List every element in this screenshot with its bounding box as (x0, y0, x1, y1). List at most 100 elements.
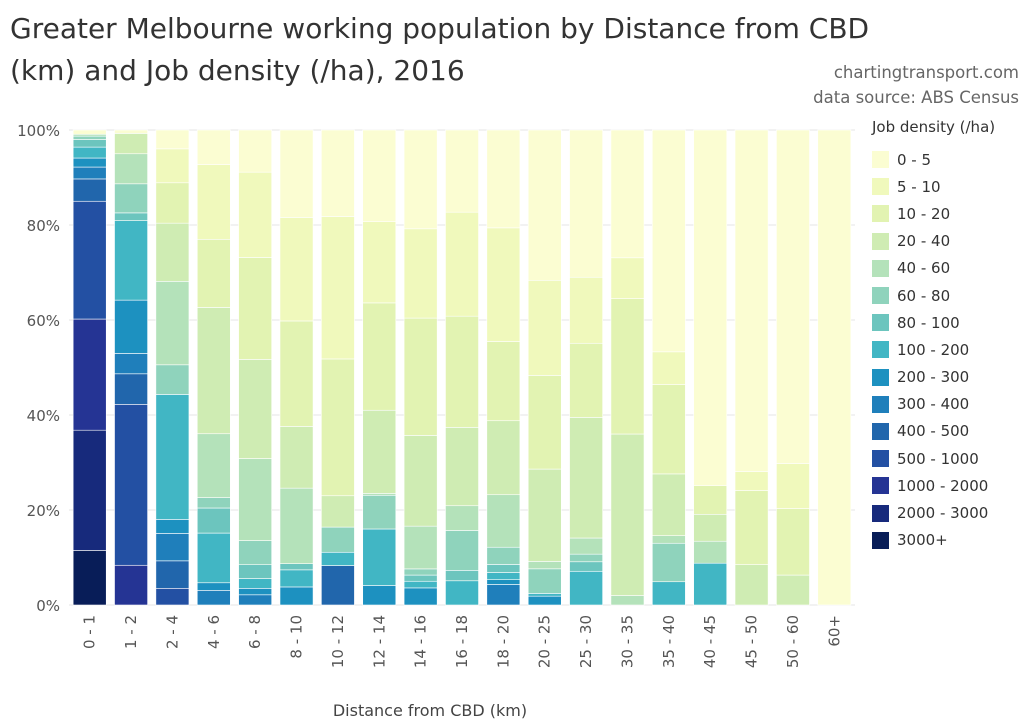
bar-segment[interactable] (279, 569, 314, 588)
bar-segment[interactable] (486, 584, 521, 606)
bar-segment[interactable] (445, 570, 479, 582)
bar-segment[interactable] (569, 561, 603, 572)
bar-segment[interactable] (445, 580, 479, 606)
bar-segment[interactable] (321, 495, 355, 528)
bar-segment[interactable] (569, 553, 603, 563)
bar-segment[interactable] (155, 182, 190, 224)
bar-segment[interactable] (155, 281, 190, 366)
bar-segment[interactable] (486, 341, 521, 422)
bar-segment[interactable] (72, 129, 107, 135)
bar-segment[interactable] (734, 490, 769, 565)
bar-segment[interactable] (776, 508, 810, 576)
bar-segment[interactable] (527, 593, 562, 597)
bar-segment[interactable] (610, 595, 645, 606)
bar-segment[interactable] (445, 530, 479, 571)
bar-segment[interactable] (238, 257, 273, 360)
bar-segment[interactable] (114, 133, 148, 155)
bar-segment[interactable] (486, 546, 521, 565)
bar-segment[interactable] (569, 537, 603, 555)
bar-segment[interactable] (196, 507, 231, 534)
bar-segment[interactable] (693, 540, 728, 564)
bar-segment[interactable] (196, 164, 231, 240)
bar-segment[interactable] (196, 497, 231, 509)
bar-segment[interactable] (196, 590, 231, 606)
legend-item[interactable]: 500 - 1000 (872, 445, 1022, 472)
bar-segment[interactable] (569, 342, 603, 418)
bar-segment[interactable] (238, 171, 273, 258)
bar-segment[interactable] (403, 435, 438, 527)
legend-item[interactable]: 20 - 40 (872, 228, 1022, 255)
bar-segment[interactable] (114, 299, 148, 354)
bar-segment[interactable] (72, 166, 107, 180)
bar-segment[interactable] (527, 129, 562, 281)
bar-segment[interactable] (651, 542, 686, 583)
bar-segment[interactable] (196, 129, 231, 165)
bar-segment[interactable] (238, 578, 273, 589)
bar-segment[interactable] (651, 384, 686, 475)
bar-segment[interactable] (486, 129, 521, 229)
bar-segment[interactable] (279, 487, 314, 564)
bar-segment[interactable] (196, 238, 231, 308)
legend-item[interactable]: 2000 - 3000 (872, 499, 1022, 526)
bar-segment[interactable] (527, 468, 562, 562)
bar-segment[interactable] (486, 227, 521, 342)
bar-segment[interactable] (238, 564, 273, 579)
bar-segment[interactable] (196, 582, 231, 591)
bar-segment[interactable] (155, 148, 190, 184)
bar-segment[interactable] (279, 217, 314, 322)
bar-segment[interactable] (651, 473, 686, 536)
bar-segment[interactable] (776, 574, 810, 606)
bar-segment[interactable] (403, 574, 438, 582)
bar-segment[interactable] (651, 535, 686, 544)
legend-item[interactable]: 10 - 20 (872, 200, 1022, 227)
bar-segment[interactable] (238, 458, 273, 541)
bar-segment[interactable] (155, 129, 190, 150)
bar-segment[interactable] (486, 572, 521, 580)
bar-segment[interactable] (238, 594, 273, 606)
bar-segment[interactable] (72, 429, 107, 551)
bar-segment[interactable] (486, 420, 521, 496)
bar-segment[interactable] (527, 568, 562, 594)
bar-segment[interactable] (196, 433, 231, 498)
bar-segment[interactable] (155, 587, 190, 606)
bar-segment[interactable] (734, 129, 769, 472)
bar-segment[interactable] (321, 526, 355, 553)
bar-segment[interactable] (403, 587, 438, 606)
bar-segment[interactable] (196, 307, 231, 435)
legend-item[interactable]: 200 - 300 (872, 364, 1022, 391)
bar-segment[interactable] (362, 221, 397, 304)
bar-segment[interactable] (403, 568, 438, 576)
legend-item[interactable]: 80 - 100 (872, 309, 1022, 336)
bar-segment[interactable] (279, 426, 314, 489)
bar-segment[interactable] (155, 533, 190, 562)
bar-segment[interactable] (72, 146, 107, 159)
bar-segment[interactable] (569, 276, 603, 344)
legend-item[interactable]: 5 - 10 (872, 173, 1022, 200)
bar-segment[interactable] (445, 315, 479, 428)
bar-segment[interactable] (362, 129, 397, 222)
bar-segment[interactable] (776, 463, 810, 509)
bar-segment[interactable] (610, 129, 645, 259)
legend-item[interactable]: 0 - 5 (872, 146, 1022, 173)
bar-segment[interactable] (155, 560, 190, 589)
bar-segment[interactable] (114, 129, 148, 134)
bar-segment[interactable] (610, 433, 645, 596)
bar-segment[interactable] (569, 570, 603, 606)
bar-segment[interactable] (610, 298, 645, 435)
legend-item[interactable]: 60 - 80 (872, 282, 1022, 309)
bar-segment[interactable] (651, 581, 686, 606)
bar-segment[interactable] (114, 153, 148, 185)
bar-segment[interactable] (114, 212, 148, 221)
bar-segment[interactable] (321, 129, 355, 217)
bar-segment[interactable] (72, 178, 107, 202)
bar-segment[interactable] (445, 427, 479, 507)
bar-segment[interactable] (238, 129, 273, 173)
bar-segment[interactable] (155, 394, 190, 520)
bar-segment[interactable] (693, 513, 728, 542)
bar-segment[interactable] (155, 519, 190, 534)
bar-segment[interactable] (114, 564, 148, 606)
bar-segment[interactable] (734, 471, 769, 491)
bar-segment[interactable] (279, 129, 314, 218)
bar-segment[interactable] (155, 364, 190, 395)
bar-segment[interactable] (527, 595, 562, 606)
